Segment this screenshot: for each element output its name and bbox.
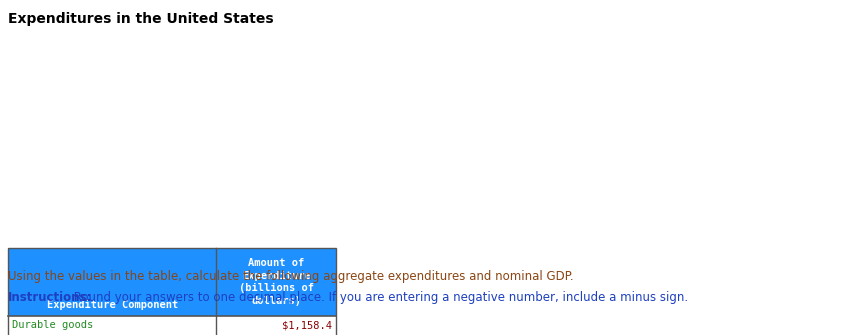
Text: Amount of
Expenditure
(billions of
dollars): Amount of Expenditure (billions of dolla… — [238, 258, 314, 306]
Text: Durable goods: Durable goods — [12, 321, 93, 331]
Bar — [8, 316, 336, 335]
Bar — [8, 248, 336, 316]
Text: Instructions:: Instructions: — [8, 291, 93, 304]
Text: Using the values in the table, calculate the following aggregate expenditures an: Using the values in the table, calculate… — [8, 270, 573, 283]
Text: $1,158.4: $1,158.4 — [282, 321, 332, 331]
Text: Expenditure Component: Expenditure Component — [46, 300, 177, 310]
Bar — [8, 248, 336, 335]
Text: Expenditures in the United States: Expenditures in the United States — [8, 12, 273, 26]
Text: Round your answers to one decimal place. If you are entering a negative number, : Round your answers to one decimal place.… — [70, 291, 688, 304]
